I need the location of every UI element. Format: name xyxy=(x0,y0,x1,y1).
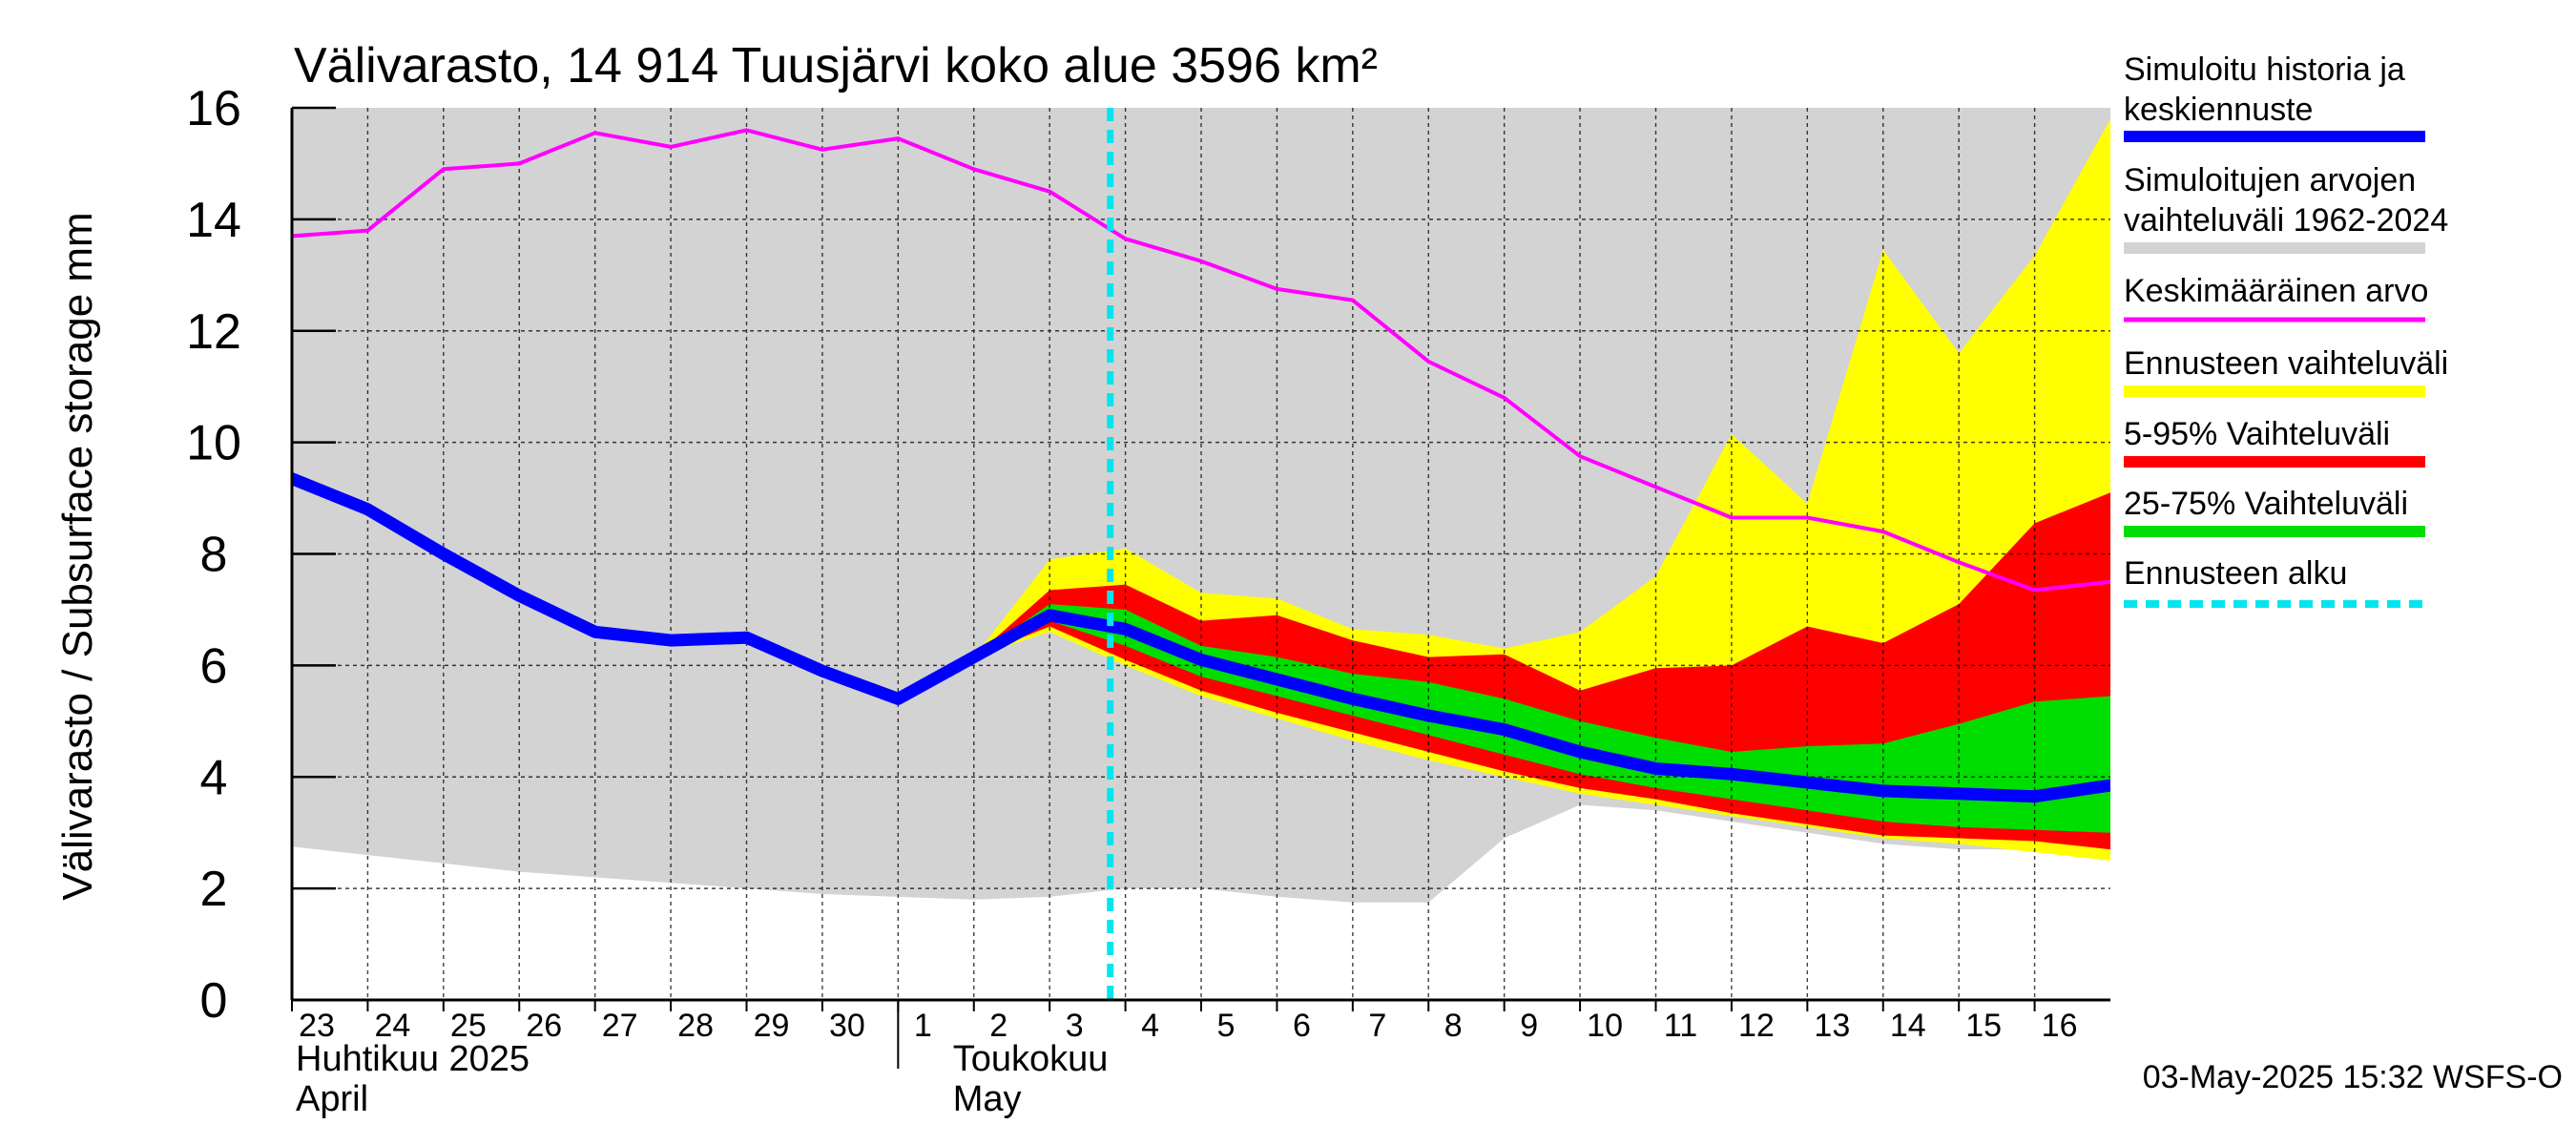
x-tick-label: 8 xyxy=(1444,1008,1463,1044)
legend-label: Keskimääräinen arvo xyxy=(2124,273,2428,309)
x-tick-label: 16 xyxy=(2042,1008,2078,1044)
x-tick-label: 26 xyxy=(526,1008,562,1044)
y-tick-label: 14 xyxy=(186,193,241,248)
p25-75-band xyxy=(973,604,2110,833)
y-tick-label: 8 xyxy=(200,528,228,583)
x-tick-label: 7 xyxy=(1368,1008,1386,1044)
legend-item-p5_95: 5-95% Vaihteluväli xyxy=(2124,416,2425,468)
x-tick-label: 10 xyxy=(1587,1008,1623,1044)
legend-label: Simuloitujen arvojen xyxy=(2124,162,2416,198)
legend-item-p25_75: 25-75% Vaihteluväli xyxy=(2124,486,2425,537)
x-tick-label: 28 xyxy=(677,1008,714,1044)
simulated-line xyxy=(292,472,2110,803)
legend-item-forecast_range: Ennusteen vaihteluväli xyxy=(2124,345,2448,397)
legend-label: Simuloitu historia ja xyxy=(2124,52,2405,88)
x-tick-label: 9 xyxy=(1520,1008,1538,1044)
mean-line xyxy=(292,128,2110,593)
x-tick-label: 12 xyxy=(1738,1008,1775,1044)
x-tick-label: 14 xyxy=(1890,1008,1926,1044)
month-label-fi: Toukokuu xyxy=(953,1039,1109,1079)
legend-label: vaihteluväli 1962-2024 xyxy=(2124,202,2448,239)
x-tick-label: 23 xyxy=(299,1008,335,1044)
legend-item-mean: Keskimääräinen arvo xyxy=(2124,273,2428,323)
y-tick-label: 4 xyxy=(200,750,228,805)
x-tick-label: 25 xyxy=(450,1008,487,1044)
y-tick-label: 12 xyxy=(186,304,241,360)
x-tick-label: 27 xyxy=(602,1008,638,1044)
y-axis-label: Välivarasto / Subsurface storage mm xyxy=(54,212,101,900)
x-tick-label: 30 xyxy=(829,1008,865,1044)
legend-label: Ennusteen alku xyxy=(2124,555,2347,592)
legend-label: 25-75% Vaihteluväli xyxy=(2124,486,2408,522)
legend-label: 5-95% Vaihteluväli xyxy=(2124,416,2390,452)
x-tick-label: 1 xyxy=(914,1008,932,1044)
x-tick-label: 29 xyxy=(754,1008,790,1044)
x-tick-label: 24 xyxy=(375,1008,411,1044)
legend-item-forecast_start: Ennusteen alku xyxy=(2124,555,2425,608)
legend-label: Ennusteen vaihteluväli xyxy=(2124,345,2448,382)
legend: Simuloitu historia jakeskiennusteSimuloi… xyxy=(2124,52,2448,608)
y-tick-label: 0 xyxy=(200,973,228,1029)
month-label-en: April xyxy=(296,1079,368,1119)
y-tick-label: 10 xyxy=(186,416,241,471)
x-tick-label: 15 xyxy=(1965,1008,2002,1044)
chart-title: Välivarasto, 14 914 Tuusjärvi koko alue … xyxy=(294,38,1378,94)
y-tick-label: 2 xyxy=(200,862,228,917)
legend-label: keskiennuste xyxy=(2124,92,2313,128)
month-label-en: May xyxy=(953,1079,1022,1119)
x-tick-label: 4 xyxy=(1141,1008,1159,1044)
month-label-fi: Huhtikuu 2025 xyxy=(296,1039,530,1079)
timestamp-footer: 03-May-2025 15:32 WSFS-O xyxy=(2143,1059,2563,1095)
y-tick-label: 6 xyxy=(200,638,228,694)
legend-item-simulated: Simuloitu historia ja keskiennuste xyxy=(2124,52,2425,142)
y-tick-label: 16 xyxy=(186,81,241,136)
x-tick-label: 11 xyxy=(1664,1008,1697,1044)
legend-item-history_range: Simuloitujen arvojen vaihteluväli 1962-20… xyxy=(2124,162,2448,254)
x-tick-label: 6 xyxy=(1293,1008,1311,1044)
x-tick-label: 2 xyxy=(989,1008,1008,1044)
x-tick-label: 5 xyxy=(1217,1008,1236,1044)
x-tick-label: 3 xyxy=(1066,1008,1084,1044)
plot-area xyxy=(292,108,2110,1000)
x-tick-label: 13 xyxy=(1814,1008,1850,1044)
